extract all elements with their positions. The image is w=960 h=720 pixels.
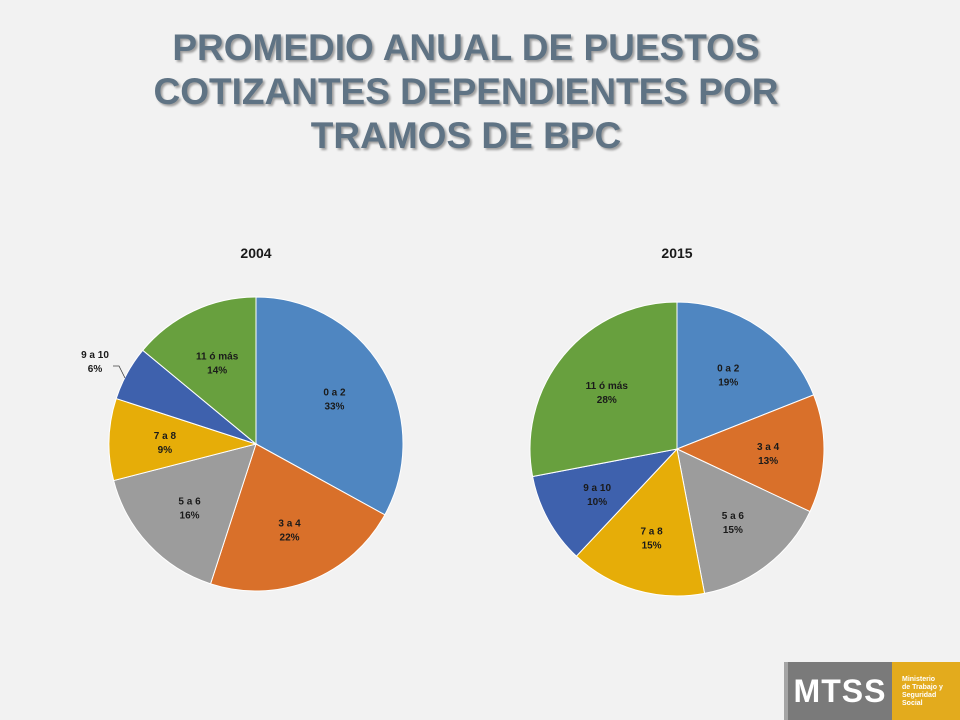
logo-line-3: Seguridad bbox=[902, 692, 937, 699]
pie-slice bbox=[142, 296, 257, 446]
slice-label: 11 ó más bbox=[196, 352, 239, 363]
slice-percent: 22% bbox=[280, 533, 300, 544]
logo-line-1: Ministerio bbox=[902, 676, 936, 683]
slice-label: 0 a 2 bbox=[717, 364, 740, 375]
slice-label: 9 a 10 bbox=[583, 483, 611, 494]
chart-title: 2004 bbox=[240, 245, 271, 261]
pie-slice bbox=[675, 394, 825, 513]
title-line-3: TRAMOS DE BPC bbox=[310, 115, 622, 156]
slice-percent: 33% bbox=[324, 402, 344, 413]
slice-percent: 10% bbox=[587, 497, 607, 508]
slide-title: PROMEDIO ANUAL DE PUESTOS COTIZANTES DEP… bbox=[0, 26, 932, 158]
pie-slice bbox=[575, 447, 706, 597]
slice-percent: 19% bbox=[718, 378, 738, 389]
pie-slice bbox=[113, 443, 257, 585]
pie-chart-2004: 2004 0 a 2 33% 3 a 4 22% 5 a 6 16% 7 a 8 9% 9 a 1… bbox=[81, 245, 404, 592]
pie-slice bbox=[255, 296, 404, 516]
slice-percent: 16% bbox=[180, 510, 200, 521]
slice-label: 11 ó más bbox=[586, 381, 629, 392]
title-line-1: PROMEDIO ANUAL DE PUESTOS bbox=[172, 27, 760, 68]
slice-percent: 15% bbox=[723, 525, 743, 536]
slice-label: 7 a 8 bbox=[154, 431, 177, 442]
slice-percent: 13% bbox=[758, 456, 778, 467]
slice-label: 5 a 6 bbox=[178, 496, 201, 507]
slice-percent: 9% bbox=[158, 445, 173, 456]
slice-percent: 15% bbox=[642, 541, 662, 552]
slice-label: 9 a 10 bbox=[81, 350, 109, 361]
logo-acronym: MTSS bbox=[784, 662, 892, 720]
pie-slice bbox=[676, 301, 815, 450]
slice-percent: 28% bbox=[597, 395, 617, 406]
chart-title: 2015 bbox=[661, 245, 692, 261]
slice-label: 3 a 4 bbox=[757, 442, 780, 453]
slice-label: 5 a 6 bbox=[722, 511, 745, 522]
title-line-2: COTIZANTES DEPENDIENTES POR bbox=[153, 71, 779, 112]
slice-percent: 14% bbox=[207, 366, 227, 377]
mtss-logo: MTSS Ministerio de Trabajo y Seguridad S… bbox=[784, 662, 960, 720]
slice-label: 7 a 8 bbox=[640, 527, 663, 538]
slice-label: 0 a 2 bbox=[323, 388, 346, 399]
pie-slice bbox=[676, 448, 811, 594]
pie-slice bbox=[529, 301, 678, 478]
logo-ministry-name: Ministerio de Trabajo y Seguridad Social bbox=[892, 662, 960, 720]
pie-slice bbox=[209, 443, 386, 592]
logo-line-4: Social bbox=[902, 700, 923, 707]
logo-line-2: de Trabajo y bbox=[902, 684, 943, 691]
slice-label: 3 a 4 bbox=[278, 519, 301, 530]
pie-slice bbox=[532, 448, 679, 557]
leader-line bbox=[113, 365, 126, 379]
slice-percent: 6% bbox=[88, 364, 103, 375]
pie-slice bbox=[108, 397, 258, 482]
pie-chart-2015: 2015 0 a 2 19% 3 a 4 13% 5 a 6 15% 7 a 8 15% 9 a … bbox=[529, 245, 825, 597]
